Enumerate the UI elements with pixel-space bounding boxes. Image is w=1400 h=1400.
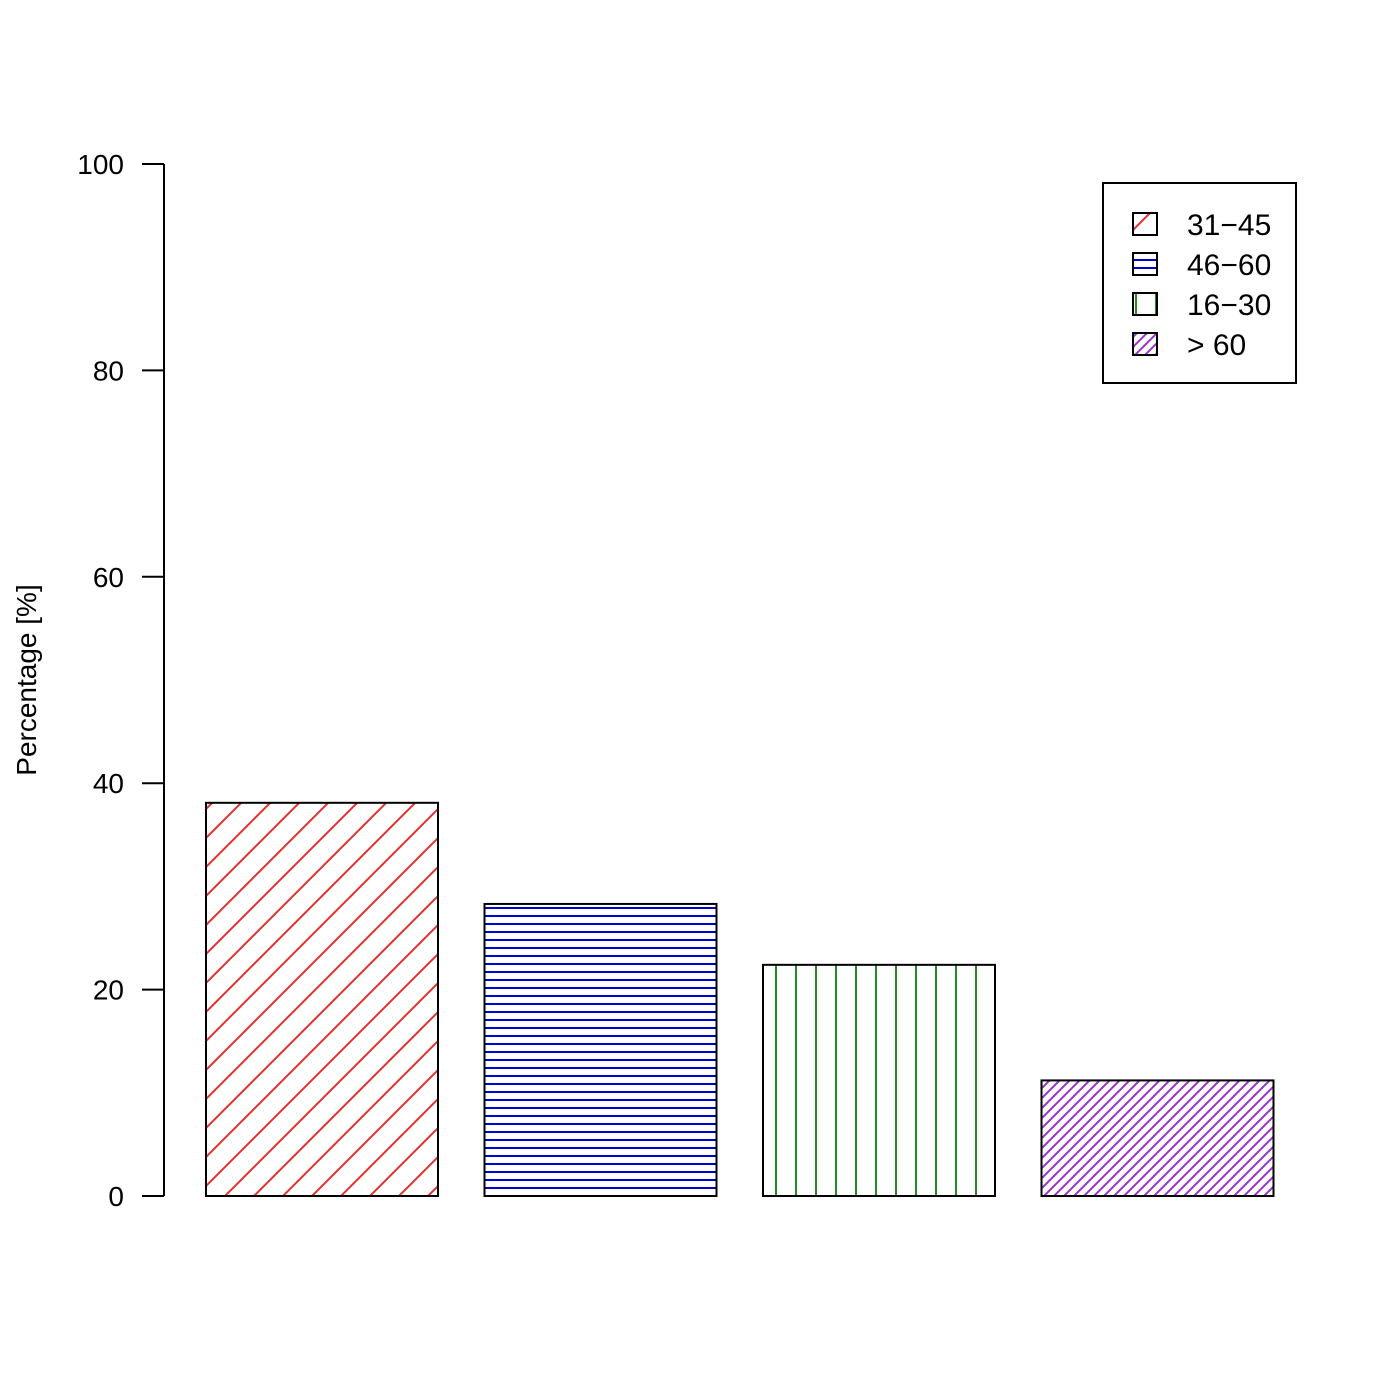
- y-axis-label: Percentage [%]: [11, 584, 42, 775]
- legend-swatch: [1132, 252, 1158, 276]
- legend-label: 31−45: [1187, 209, 1271, 242]
- bars: [205, 801, 1275, 1198]
- legend: 31−45 46−60 16−30 > 60: [1102, 182, 1297, 384]
- y-tick-label: 80: [93, 355, 124, 386]
- y-tick-label: 20: [93, 975, 124, 1006]
- bar: [762, 963, 996, 1197]
- y-tick-label: 60: [93, 562, 124, 593]
- legend-swatch: [1132, 292, 1158, 316]
- legend-swatch: [1132, 332, 1158, 356]
- legend-label: 16−30: [1187, 289, 1271, 322]
- y-tick-label: 100: [77, 149, 124, 180]
- legend-label: > 60: [1187, 329, 1246, 362]
- legend-label: 46−60: [1187, 249, 1271, 282]
- y-tick-label: 40: [93, 768, 124, 799]
- bar: [1040, 1079, 1275, 1198]
- bar: [483, 902, 718, 1197]
- legend-swatch: [1132, 212, 1158, 236]
- y-tick-label: 0: [108, 1181, 124, 1212]
- y-axis: 0 20 40 60 80 100: [77, 149, 165, 1212]
- bar: [205, 801, 439, 1197]
